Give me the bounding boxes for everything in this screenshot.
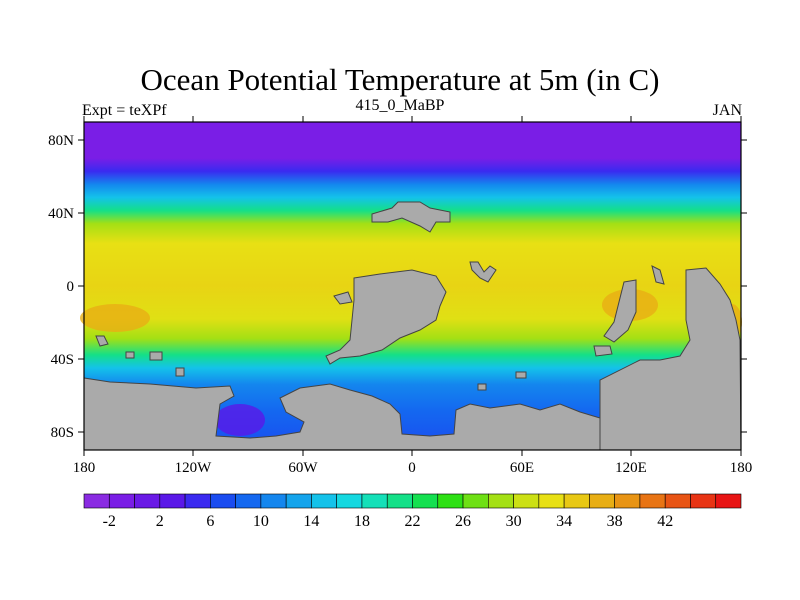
experiment-label: Expt = teXPf [82,102,167,119]
y-tick-label: 80N [48,133,74,149]
month-label: JAN [712,102,742,119]
colorbar-label: -2 [103,513,116,530]
y-tick-label: 0 [67,279,75,295]
colorbar-label: 6 [206,513,214,530]
x-tick-label: 60E [510,460,534,476]
colorbar-swatch [134,493,161,509]
colorbar-swatch [664,493,691,509]
colorbar [83,493,742,509]
colorbar-swatch [589,493,615,509]
colorbar-swatch [311,493,337,509]
map-title: Ocean Potential Temperature at 5m (in C) [140,62,660,97]
islet-south-1 [477,383,487,391]
x-tick-label: 120W [175,460,213,476]
warm-patch-west [80,304,150,332]
colorbar-swatch [386,493,413,509]
colorbar-labels: -2 2 6 10 14 18 22 26 30 34 38 42 [103,513,674,530]
x-axis-ticks [83,116,742,456]
colorbar-label: 14 [303,513,319,530]
colorbar-swatch [513,493,540,509]
x-tick-label: 180 [73,460,96,476]
colorbar-swatch [488,493,514,509]
colorbar-swatch [285,493,312,509]
islet-sw-5 [593,345,613,357]
antarctica [83,377,601,451]
colorbar-label: 2 [156,513,164,530]
colorbar-label: 30 [506,513,522,530]
x-tick-label: 0 [408,460,416,476]
colorbar-swatch [614,493,641,509]
y-tick-label: 80S [51,425,74,441]
land-masses [83,201,742,451]
islet-sw-2 [149,351,163,361]
eastern-continent [603,279,637,343]
colorbar-swatch [235,493,262,509]
colorbar-swatch [690,493,717,509]
colorbar-label: 10 [253,513,269,530]
colorbar-label: 38 [607,513,623,530]
x-tick-label: 180 [730,460,753,476]
central-continent [325,269,447,365]
colorbar-swatch [639,493,666,509]
islet-east-2 [651,265,665,285]
colorbar-swatch [538,493,565,509]
colorbar-label: 34 [556,513,572,530]
y-axis-ticks [78,139,747,433]
colorbar-swatch [563,493,590,509]
colorbar-swatch [336,493,363,509]
colorbar-label: 22 [405,513,421,530]
period-label: 415_0_MaBP [355,97,445,114]
islet-sw-3 [125,351,135,359]
colorbar-swatch [108,493,135,509]
y-tick-label: 40S [51,352,74,368]
colorbar-label: 26 [455,513,471,530]
cold-patch-south [215,404,265,436]
islet-sw-1 [95,335,109,347]
colorbar-swatch [361,493,388,509]
colorbar-swatch [210,493,236,509]
colorbar-swatch [437,493,464,509]
colorbar-label: 18 [354,513,370,530]
colorbar-swatch [184,493,211,509]
y-tick-label: 40N [48,206,74,222]
colorbar-label: 42 [657,513,673,530]
colorbar-swatch [715,493,742,509]
colorbar-swatch [159,493,186,509]
x-tick-label: 60W [288,460,318,476]
northern-continent [371,201,451,233]
islet-sw-4 [175,367,185,377]
islet-east-1 [469,261,497,283]
colorbar-swatch [260,493,287,509]
colorbar-swatch [462,493,489,509]
colorbar-swatch [83,493,110,509]
small-island-west [333,291,353,305]
islet-south-2 [515,371,527,379]
colorbar-swatch [412,493,439,509]
x-tick-label: 120E [615,460,647,476]
